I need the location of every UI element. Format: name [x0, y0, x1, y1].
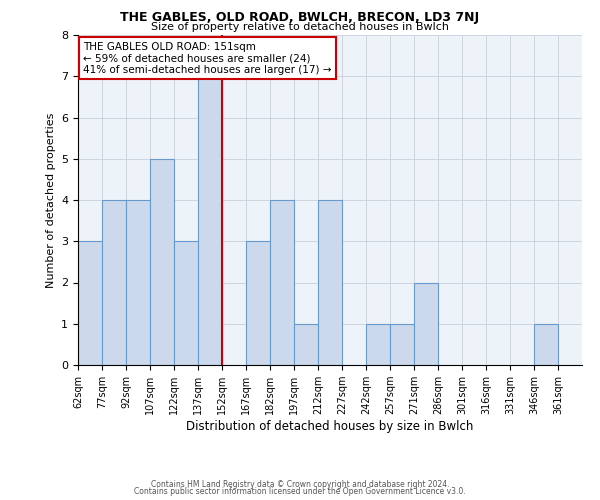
Bar — [198, 76, 222, 365]
Text: THE GABLES, OLD ROAD, BWLCH, BRECON, LD3 7NJ: THE GABLES, OLD ROAD, BWLCH, BRECON, LD3… — [121, 11, 479, 24]
Bar — [174, 242, 198, 365]
Bar — [270, 200, 294, 365]
Bar — [102, 200, 126, 365]
Bar — [294, 324, 318, 365]
Text: Size of property relative to detached houses in Bwlch: Size of property relative to detached ho… — [151, 22, 449, 32]
Text: THE GABLES OLD ROAD: 151sqm
← 59% of detached houses are smaller (24)
41% of sem: THE GABLES OLD ROAD: 151sqm ← 59% of det… — [83, 42, 332, 75]
Y-axis label: Number of detached properties: Number of detached properties — [46, 112, 56, 288]
Bar — [390, 324, 414, 365]
Bar — [126, 200, 150, 365]
X-axis label: Distribution of detached houses by size in Bwlch: Distribution of detached houses by size … — [187, 420, 473, 433]
Bar — [318, 200, 342, 365]
Bar — [534, 324, 558, 365]
Text: Contains public sector information licensed under the Open Government Licence v3: Contains public sector information licen… — [134, 487, 466, 496]
Bar — [246, 242, 270, 365]
Text: Contains HM Land Registry data © Crown copyright and database right 2024.: Contains HM Land Registry data © Crown c… — [151, 480, 449, 489]
Bar — [150, 159, 174, 365]
Bar — [366, 324, 390, 365]
Bar — [78, 242, 102, 365]
Bar — [414, 282, 438, 365]
